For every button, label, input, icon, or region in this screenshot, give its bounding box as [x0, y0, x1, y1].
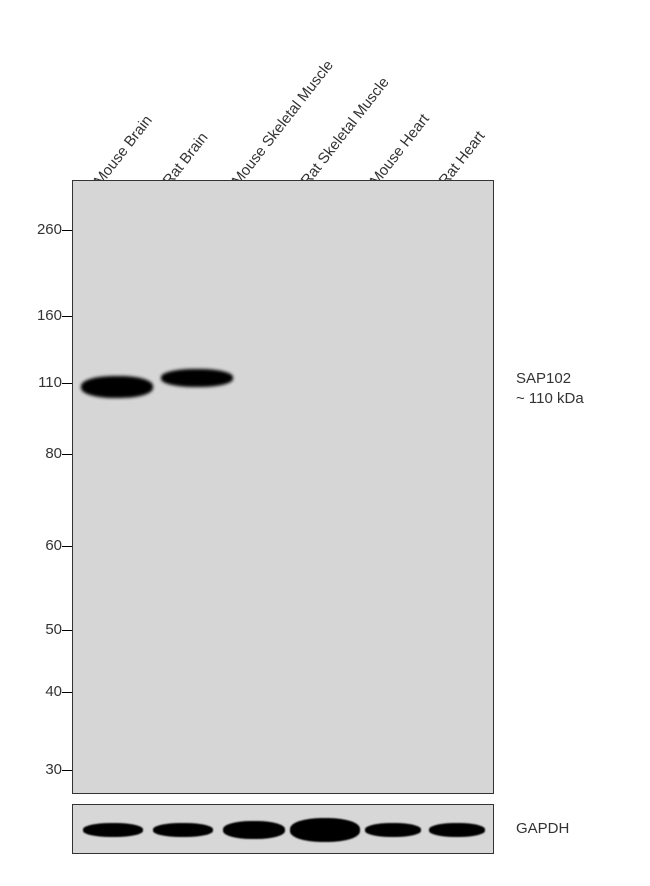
lane-label-0: Mouse Brain: [91, 112, 156, 189]
mw-tick-110: [62, 383, 72, 384]
western-blot-figure: { "figure": { "width_px": 650, "height_p…: [0, 0, 650, 886]
mw-tick-30: [62, 770, 72, 771]
mw-label-60: 60: [45, 537, 62, 554]
loading-blot-area: [72, 804, 494, 854]
loading-label: GAPDH: [516, 820, 569, 837]
mw-label-110: 110: [38, 374, 62, 391]
mw-label-40: 40: [45, 683, 62, 700]
band-gapdh-lane5: [429, 823, 485, 837]
mw-label-80: 80: [45, 445, 62, 462]
target-label-line2: ~ 110 kDa: [516, 390, 584, 407]
mw-tick-160: [62, 316, 72, 317]
band-gapdh-lane3: [290, 818, 360, 842]
target-label-line1: SAP102: [516, 370, 571, 387]
main-blot-area: [72, 180, 494, 794]
mw-tick-50: [62, 630, 72, 631]
lane-label-4: Mouse Heart: [367, 111, 433, 189]
mw-label-30: 30: [45, 761, 62, 778]
band-sap102-lane1: [161, 369, 233, 387]
mw-label-50: 50: [45, 621, 62, 638]
mw-tick-260: [62, 230, 72, 231]
mw-label-160: 160: [37, 307, 62, 324]
band-gapdh-lane2: [223, 821, 285, 839]
band-gapdh-lane4: [365, 823, 421, 837]
mw-tick-80: [62, 454, 72, 455]
band-gapdh-lane1: [153, 823, 213, 837]
band-sap102-lane0: [81, 376, 153, 398]
mw-label-260: 260: [37, 221, 62, 238]
mw-tick-60: [62, 546, 72, 547]
mw-tick-40: [62, 692, 72, 693]
band-gapdh-lane0: [83, 823, 143, 837]
